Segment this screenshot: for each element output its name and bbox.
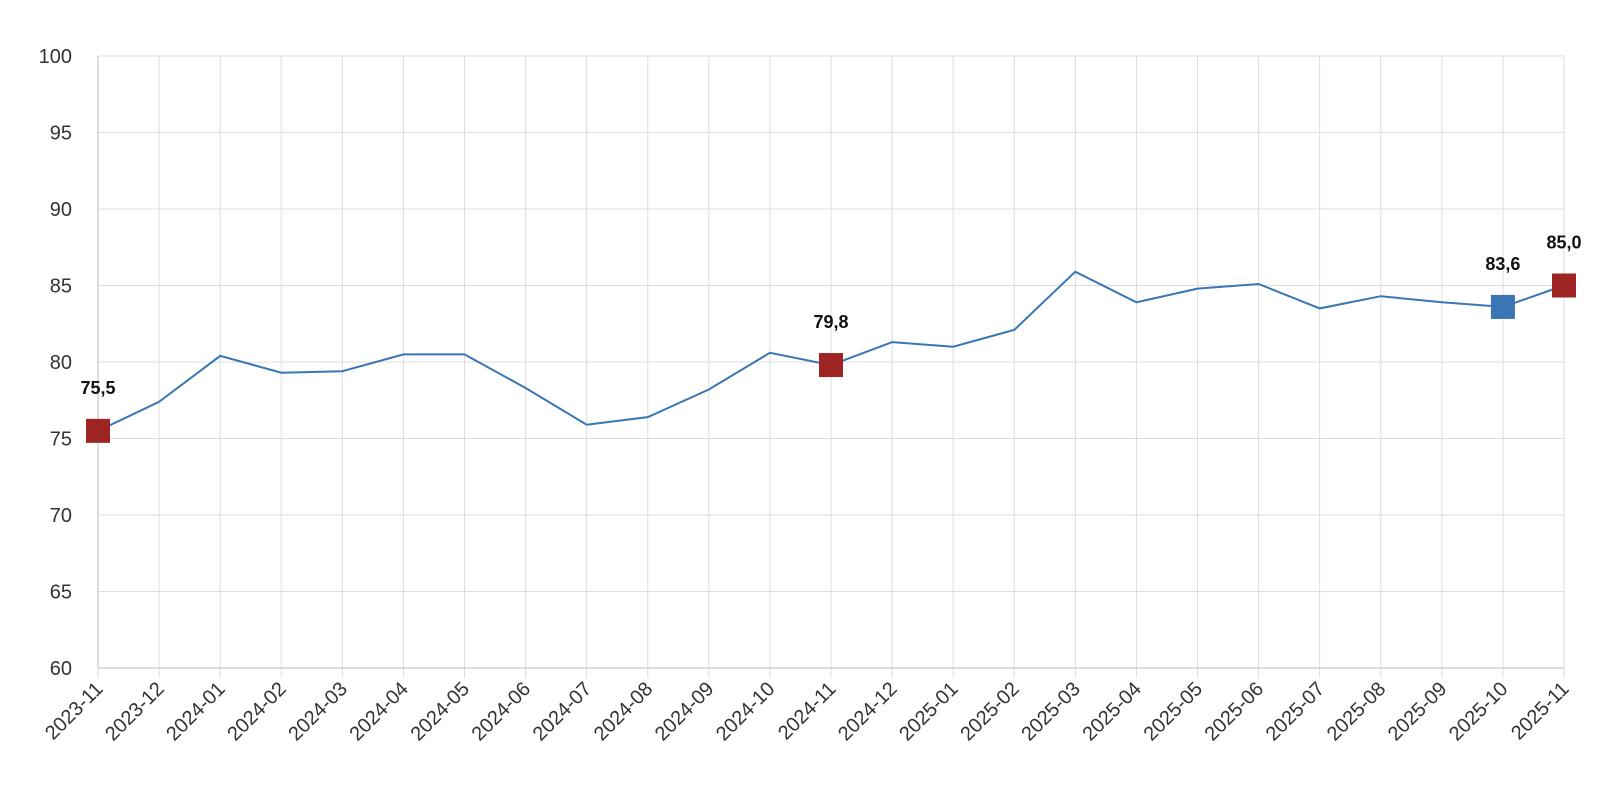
x-tick-label: 2025-08 xyxy=(1323,678,1390,745)
x-tick-label: 2024-09 xyxy=(651,678,718,745)
x-tick-label: 2023-12 xyxy=(101,678,168,745)
highlight-marker xyxy=(86,418,110,443)
data-label: 75,5 xyxy=(80,378,115,398)
x-tick-label: 2024-04 xyxy=(345,678,412,745)
x-tick-label: 2024-10 xyxy=(712,678,779,745)
x-tick-label: 2024-03 xyxy=(284,678,351,745)
highlight-marker xyxy=(1490,294,1515,319)
x-tick-label: 2025-09 xyxy=(1384,678,1451,745)
highlight-marker xyxy=(1552,273,1576,298)
vertical-gridlines xyxy=(97,56,1565,678)
x-tick-label: 2025-11 xyxy=(1507,678,1573,744)
x-tick-label: 2024-11 xyxy=(774,678,840,744)
x-tick-label: 2024-12 xyxy=(834,678,901,745)
x-tick-label: 2023-11 xyxy=(41,678,107,744)
x-tick-label: 2025-03 xyxy=(1017,678,1084,745)
x-tick-label: 2025-05 xyxy=(1140,678,1207,745)
x-tick-label: 2025-07 xyxy=(1262,678,1329,745)
y-tick-label: 70 xyxy=(50,505,72,527)
y-tick-label: 60 xyxy=(50,658,72,680)
x-tick-label: 2024-02 xyxy=(223,678,290,745)
x-tick-label: 2025-06 xyxy=(1201,678,1268,745)
y-tick-label: 65 xyxy=(50,582,72,604)
y-tick-label: 100 xyxy=(39,46,72,68)
y-tick-label: 75 xyxy=(50,429,72,451)
y-tick-label: 95 xyxy=(50,123,72,145)
data-label: 79,8 xyxy=(813,312,848,332)
x-tick-label: 2024-01 xyxy=(162,678,229,745)
data-label: 85,0 xyxy=(1546,233,1581,253)
data-labels: 75,5 79,8 83,6 85,0 xyxy=(80,233,1581,398)
x-tick-label: 2024-05 xyxy=(407,678,474,745)
x-tick-label: 2024-08 xyxy=(590,678,657,745)
x-tick-label: 2024-07 xyxy=(529,678,596,745)
x-tick-label: 2024-06 xyxy=(468,678,535,745)
axes xyxy=(97,56,1564,669)
x-axis-tick-labels: 2023-112023-122024-012024-022024-032024-… xyxy=(41,678,1573,745)
highlight-markers xyxy=(86,273,1576,443)
x-tick-label: 2025-04 xyxy=(1078,678,1145,745)
highlight-marker xyxy=(819,353,843,378)
y-axis-tick-labels: 60 65 70 75 80 85 90 95 100 xyxy=(39,46,72,680)
x-tick-label: 2025-10 xyxy=(1445,678,1512,745)
data-label: 83,6 xyxy=(1485,254,1520,274)
y-tick-label: 80 xyxy=(50,352,72,374)
y-tick-label: 85 xyxy=(50,276,72,298)
x-tick-label: 2025-01 xyxy=(895,678,962,745)
y-tick-label: 90 xyxy=(50,199,72,221)
x-tick-label: 2025-02 xyxy=(956,678,1023,745)
